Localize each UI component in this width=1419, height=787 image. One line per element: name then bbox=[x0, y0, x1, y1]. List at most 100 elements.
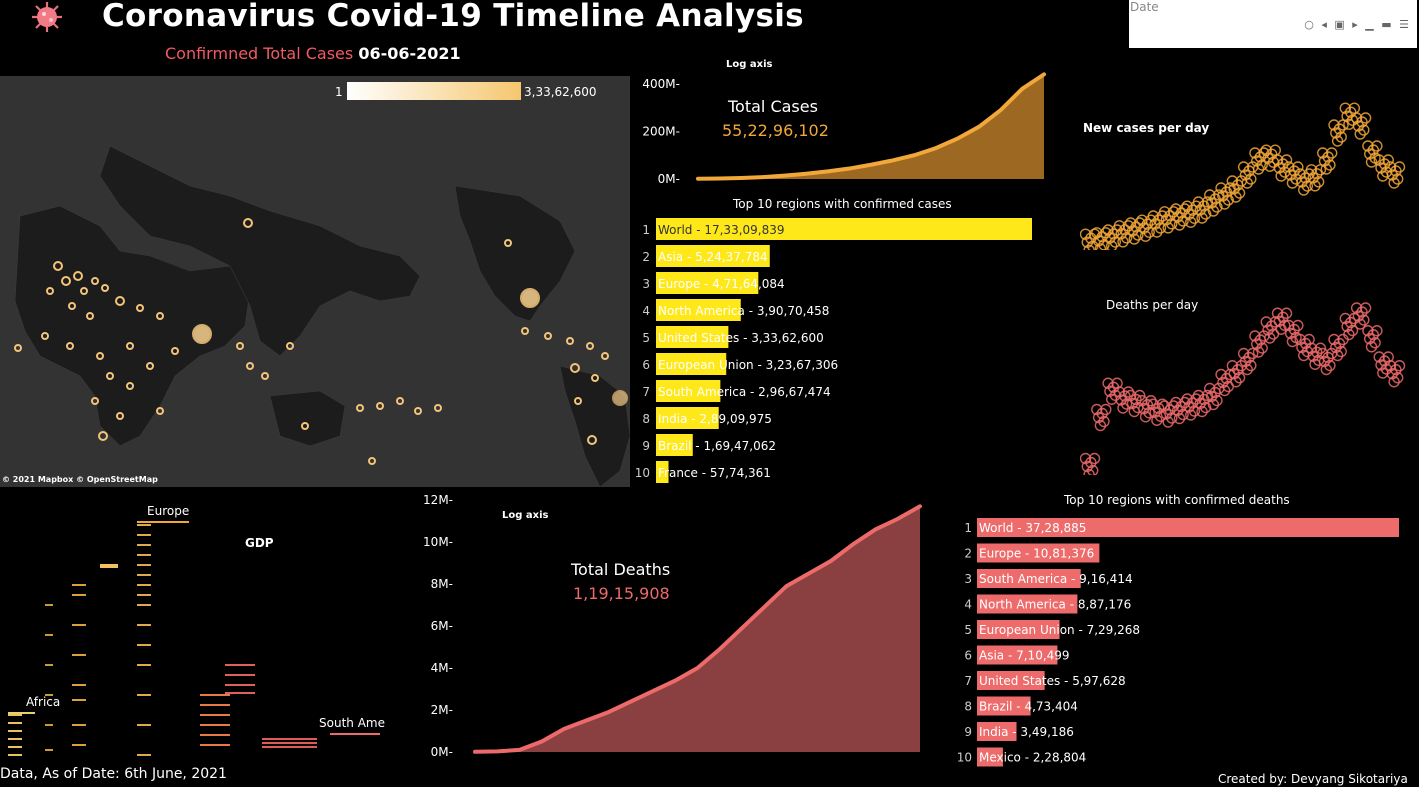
top-cases-rank: 1 bbox=[642, 223, 650, 237]
total-cases-chart: Log axis Total Cases 55,22,96,102 400M- 2… bbox=[642, 59, 1046, 186]
total-deaths-ytick: 8M- bbox=[431, 577, 453, 591]
gdp-title: GDP bbox=[245, 536, 274, 550]
new-cases-point bbox=[1345, 106, 1357, 118]
new-cases-point bbox=[1120, 232, 1133, 244]
total-cases-value: 55,22,96,102 bbox=[722, 121, 829, 140]
deaths-per-day-point bbox=[1133, 389, 1146, 402]
playback-controls[interactable]: ○ ◂ ▣ ▸ ▁ ▬ ☰ bbox=[1304, 18, 1411, 31]
deaths-per-day-point bbox=[1085, 456, 1097, 469]
deaths-per-day-point bbox=[1314, 342, 1327, 354]
top-cases-bar bbox=[656, 353, 727, 375]
total-cases-ytick: 200M- bbox=[642, 124, 680, 138]
total-cases-log-note: Log axis bbox=[726, 59, 773, 70]
world-map[interactable]: 1 3,33,62,600 © 2021 Mapbox © OpenStreet… bbox=[0, 76, 630, 487]
deaths-per-day-point bbox=[1199, 401, 1212, 414]
subtitle-date: 06-06-2021 bbox=[358, 44, 461, 63]
new-cases-point bbox=[1320, 163, 1333, 175]
deaths-per-day-point bbox=[1277, 311, 1289, 323]
total-deaths-log-note: Log axis bbox=[502, 510, 549, 521]
new-cases-point bbox=[1354, 128, 1366, 140]
top-cases-label: North America - 3,90,70,458 bbox=[658, 304, 829, 318]
subtitle: Confirmned Total Cases 06-06-2021 bbox=[165, 44, 461, 63]
top-deaths-bar bbox=[977, 671, 1045, 690]
new-cases-point bbox=[1365, 156, 1378, 168]
top-deaths-label: South America - 9,16,414 bbox=[979, 572, 1133, 586]
total-deaths-ytick: 0M- bbox=[431, 745, 453, 759]
new-cases-point bbox=[1162, 222, 1174, 234]
deaths-per-day-point bbox=[1388, 376, 1400, 388]
new-cases-point bbox=[1209, 193, 1221, 205]
deaths-per-day-point bbox=[1335, 345, 1347, 358]
deaths-per-day-point bbox=[1218, 384, 1231, 397]
deaths-per-day-point bbox=[1245, 359, 1257, 372]
new-cases-point bbox=[1233, 187, 1246, 199]
new-cases-point bbox=[1335, 131, 1347, 143]
new-cases-point bbox=[1367, 144, 1380, 156]
new-cases-point bbox=[1128, 233, 1140, 245]
top-cases-bar bbox=[656, 272, 759, 294]
new-cases-point bbox=[1230, 191, 1242, 203]
top-deaths-rank: 8 bbox=[964, 700, 972, 714]
new-cases-point bbox=[1151, 226, 1163, 238]
top-deaths-label: World - 37,28,885 bbox=[979, 521, 1086, 535]
top-deaths-bar bbox=[977, 722, 1017, 741]
top-deaths-label: Mexico - 2,28,804 bbox=[979, 751, 1086, 765]
top-deaths-rank: 5 bbox=[964, 623, 972, 637]
deaths-per-day-point bbox=[1365, 341, 1378, 353]
deaths-per-day-title: Deaths per day bbox=[1106, 298, 1198, 312]
deaths-per-day-point bbox=[1354, 318, 1366, 330]
deaths-per-day-point bbox=[1177, 408, 1189, 421]
deaths-per-day-point bbox=[1359, 302, 1372, 314]
top-cases-title: Top 10 regions with confirmed cases bbox=[732, 197, 952, 211]
map-legend-bar bbox=[347, 82, 521, 100]
new-cases-point bbox=[1356, 116, 1368, 128]
top-deaths-rank: 6 bbox=[964, 649, 972, 663]
deaths-per-day-point bbox=[1100, 403, 1112, 416]
deaths-per-day-point bbox=[1096, 407, 1108, 420]
new-cases-point bbox=[1188, 212, 1201, 224]
top-deaths-bar bbox=[977, 569, 1081, 588]
page-title: Coronavirus Covid-19 Timeline Analysis bbox=[102, 0, 804, 34]
top-cases-rank: 8 bbox=[642, 412, 650, 426]
top-cases-label: India - 2,89,09,975 bbox=[658, 412, 772, 426]
deaths-per-day-point bbox=[1154, 410, 1167, 422]
top-deaths-rank: 2 bbox=[964, 547, 972, 561]
new-cases-point bbox=[1393, 161, 1406, 173]
virus-icon bbox=[32, 2, 62, 32]
map-attribution: © 2021 Mapbox © OpenStreetMap bbox=[2, 475, 158, 484]
new-cases-point bbox=[1109, 236, 1121, 248]
new-cases-point bbox=[1324, 159, 1336, 171]
date-filter-label: Date bbox=[1130, 0, 1159, 14]
new-cases-point bbox=[1096, 231, 1108, 243]
deaths-per-day-point bbox=[1246, 347, 1259, 360]
deaths-per-day-point bbox=[1094, 419, 1107, 432]
total-deaths-title: Total Deaths bbox=[570, 560, 670, 579]
new-cases-point bbox=[1378, 158, 1391, 170]
deaths-per-day-point bbox=[1151, 414, 1163, 426]
new-cases-point bbox=[1185, 216, 1197, 228]
date-filter[interactable]: Date ○ ◂ ▣ ▸ ▁ ▬ ☰ bbox=[1129, 0, 1417, 48]
deaths-per-day-point bbox=[1279, 319, 1291, 331]
deaths-per-day-point bbox=[1311, 346, 1323, 358]
top-cases-label: Asia - 5,24,37,784 bbox=[658, 250, 768, 264]
new-cases-point bbox=[1199, 208, 1212, 220]
new-cases-point bbox=[1119, 224, 1131, 236]
top-cases-chart: Top 10 regions with confirmed cases 1 Wor… bbox=[635, 197, 1032, 483]
total-deaths-chart: Log axis Total Deaths 1,19,15,908 12M- 10… bbox=[423, 493, 922, 759]
new-cases-point bbox=[1371, 140, 1383, 152]
top-cases-bar bbox=[656, 380, 721, 402]
new-cases-point bbox=[1173, 219, 1186, 231]
top-cases-label: France - 57,74,361 bbox=[658, 466, 771, 480]
new-cases-point bbox=[1117, 236, 1129, 248]
top-cases-bar bbox=[656, 326, 729, 348]
deaths-per-day-point bbox=[1358, 314, 1370, 326]
top-cases-rank: 6 bbox=[642, 358, 650, 372]
deaths-per-day-point bbox=[1241, 363, 1253, 376]
top-cases-label: Brazil - 1,69,47,062 bbox=[658, 439, 776, 453]
top-deaths-label: India - 3,49,186 bbox=[979, 725, 1074, 739]
top-deaths-bar bbox=[977, 518, 1399, 537]
top-deaths-label: United States - 5,97,628 bbox=[979, 674, 1126, 688]
total-deaths-value: 1,19,15,908 bbox=[573, 584, 670, 603]
new-cases-point bbox=[1298, 184, 1310, 196]
new-cases-point bbox=[1311, 168, 1323, 180]
